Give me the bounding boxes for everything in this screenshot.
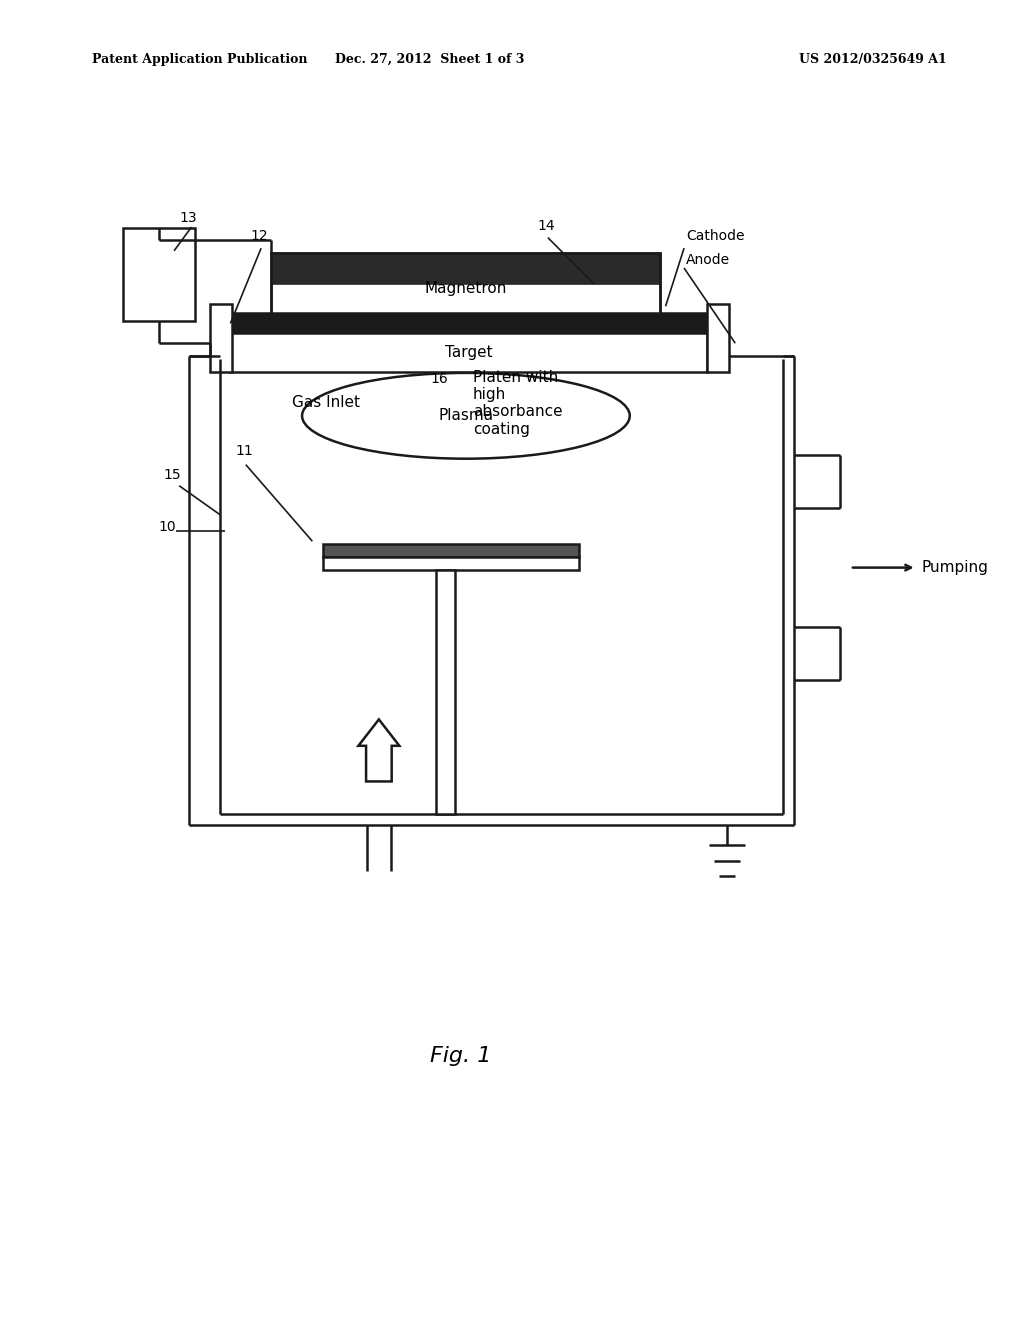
Bar: [210, 304, 232, 372]
Bar: [271, 253, 660, 314]
Text: Cathode: Cathode: [686, 230, 744, 243]
Ellipse shape: [302, 372, 630, 458]
Bar: [323, 557, 579, 570]
Bar: [230, 333, 707, 372]
Text: Gas Inlet: Gas Inlet: [292, 395, 359, 409]
Text: Anode: Anode: [686, 253, 730, 267]
Text: Magnetron: Magnetron: [425, 281, 507, 296]
Text: Fig. 1: Fig. 1: [430, 1045, 492, 1067]
Text: Plasma: Plasma: [438, 408, 494, 424]
Text: Dec. 27, 2012  Sheet 1 of 3: Dec. 27, 2012 Sheet 1 of 3: [336, 53, 524, 66]
Bar: [436, 570, 455, 814]
Bar: [123, 228, 195, 321]
Text: 16: 16: [430, 372, 447, 385]
Bar: [271, 253, 660, 284]
Text: 13: 13: [179, 211, 197, 224]
Text: 10: 10: [159, 520, 176, 533]
Text: 14: 14: [538, 219, 555, 232]
Text: Target: Target: [444, 345, 493, 360]
Text: Pumping: Pumping: [922, 560, 988, 576]
Text: Platen with
high
absorbance
coating: Platen with high absorbance coating: [473, 370, 563, 437]
Polygon shape: [358, 719, 399, 781]
Bar: [323, 544, 579, 557]
Bar: [230, 313, 707, 333]
Bar: [271, 253, 660, 314]
Text: 11: 11: [236, 445, 253, 458]
Text: 12: 12: [251, 230, 268, 243]
Text: US 2012/0325649 A1: US 2012/0325649 A1: [799, 53, 946, 66]
Text: Patent Application Publication: Patent Application Publication: [92, 53, 307, 66]
Text: 15: 15: [164, 469, 181, 482]
Bar: [707, 304, 729, 372]
